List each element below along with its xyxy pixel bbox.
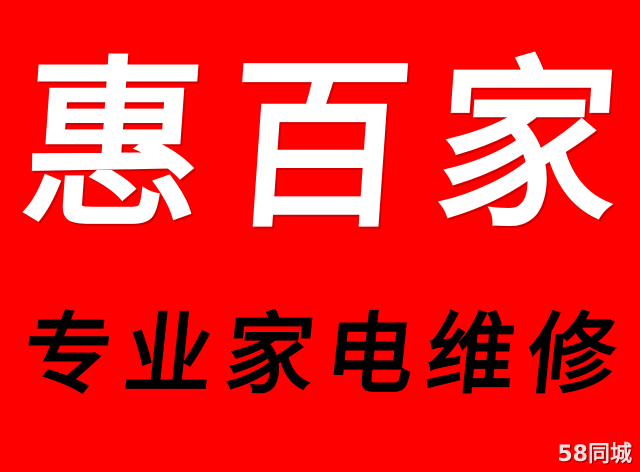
- subtitle-char-ye: 业: [119, 302, 219, 406]
- brand-title: 惠 百 家: [0, 30, 640, 260]
- title-char-bai: 百: [221, 38, 419, 252]
- title-char-jia: 家: [428, 38, 626, 252]
- subtitle-char-wei: 维: [421, 302, 521, 406]
- service-subtitle: 专 业 家 电 维 修: [0, 302, 640, 406]
- 58-tongcheng-watermark: 58同城: [557, 442, 632, 467]
- title-char-hui: 惠: [14, 38, 212, 252]
- subtitle-char-jia: 家: [220, 302, 320, 406]
- subtitle-char-dian: 电: [320, 302, 420, 406]
- subtitle-char-xiu: 修: [522, 302, 622, 406]
- subtitle-char-zhuan: 专: [18, 302, 118, 406]
